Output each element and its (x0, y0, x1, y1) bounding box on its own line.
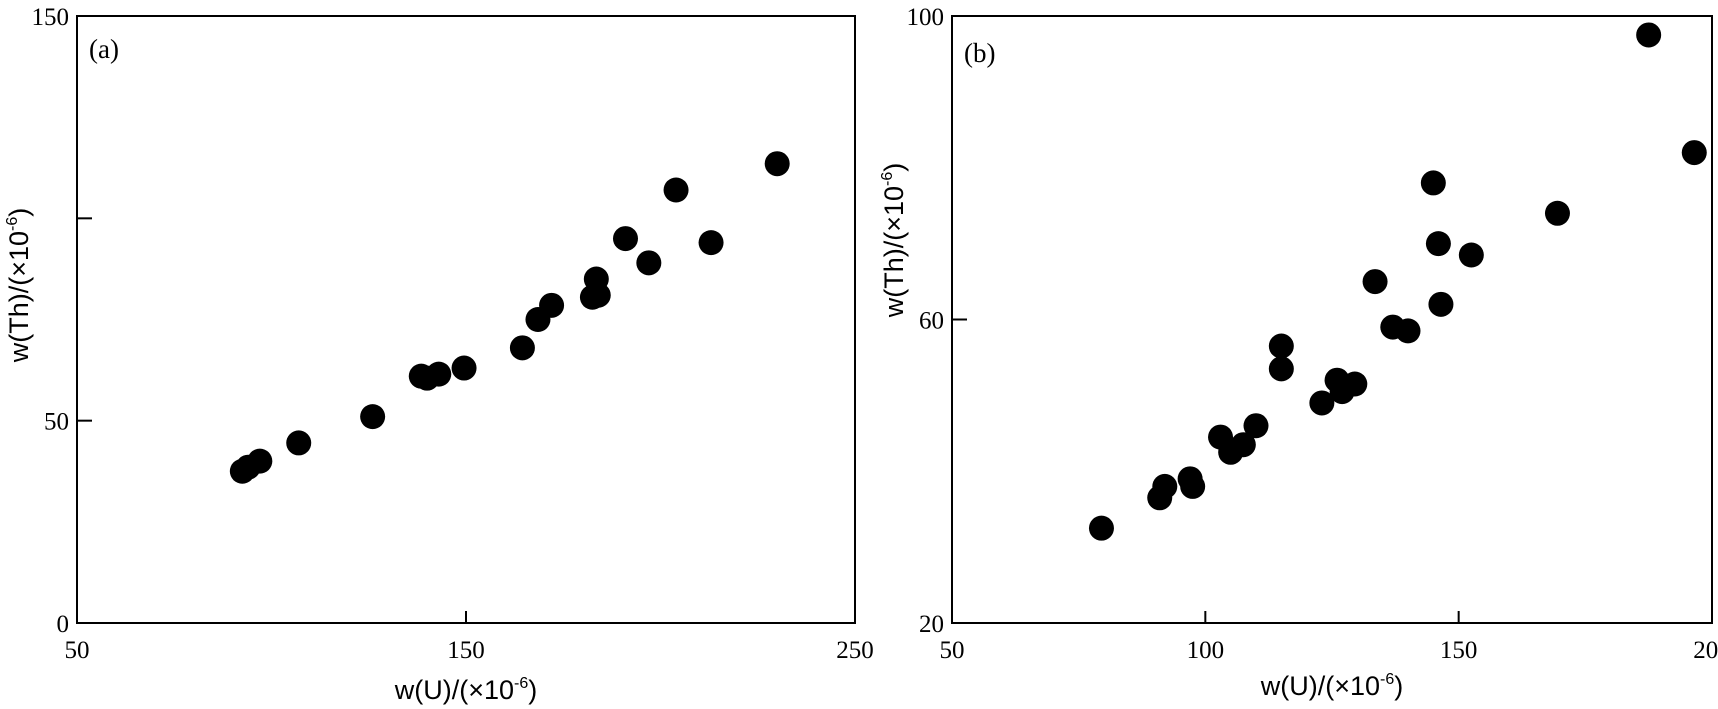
data-point (636, 250, 662, 276)
x-axis-title: w(U)/(×10-6) (1260, 671, 1404, 701)
data-point (612, 226, 638, 252)
x-axis-title-text: w(U)/(×10 (1260, 671, 1380, 701)
data-point (1243, 413, 1269, 439)
data-point (286, 430, 312, 456)
x-tick-label: 250 (836, 637, 874, 664)
data-point (1395, 318, 1421, 344)
x-tick-label: 150 (1440, 637, 1478, 664)
data-point (1180, 473, 1206, 499)
y-tick-label: 20 (919, 611, 944, 638)
x-axis-title-exponent: -6 (514, 675, 528, 692)
data-point (509, 335, 535, 361)
data-point (1425, 231, 1451, 257)
data-point (585, 282, 611, 308)
data-point (1088, 515, 1114, 541)
data-point (1230, 432, 1256, 458)
data-point (764, 151, 790, 177)
data-point (360, 404, 386, 430)
data-point (698, 230, 724, 256)
data-point (1268, 356, 1294, 382)
x-axis-title: w(U)/(×10-6) (394, 675, 538, 705)
x-axis-title-text: w(U)/(×10 (394, 675, 514, 705)
y-tick-label: 150 (32, 4, 70, 31)
data-point (1342, 371, 1368, 397)
panel-label: (b) (964, 38, 995, 68)
y-axis-title-close: ) (879, 163, 909, 172)
data-point (1544, 200, 1570, 226)
panel-a: 50 150 250050150(a)w(U)/(×10-6)w(Th)/(×10-… (4, 4, 874, 705)
x-tick-label: 50 (940, 637, 965, 664)
y-axis-title-exponent: -6 (4, 217, 21, 231)
data-point (247, 448, 273, 474)
x-axis-title-exponent: -6 (1380, 671, 1394, 688)
data-point (1420, 170, 1446, 196)
x-tick-label: 200 (1693, 637, 1718, 664)
plot-frame (76, 15, 856, 624)
data-point (1152, 473, 1178, 499)
panel-b: 501001502002060100(b)w(U)/(×10-6)w(Th)/(… (879, 4, 1718, 701)
data-point (1681, 140, 1707, 166)
data-point (1362, 269, 1388, 295)
plot-frame (951, 15, 1713, 624)
y-axis-title-text: w(Th)/(×10 (4, 231, 34, 363)
panel-label: (a) (89, 34, 119, 64)
x-tick-label: 100 (1187, 637, 1225, 664)
x-tick-label: 50 (65, 637, 90, 664)
y-axis-title: w(Th)/(×10-6) (4, 208, 34, 364)
data-point (1636, 22, 1662, 48)
x-tick-label: 150 (447, 637, 485, 664)
data-point (426, 361, 452, 387)
y-tick-label: 50 (44, 409, 69, 436)
y-tick-label: 60 (919, 308, 944, 335)
y-axis-title: w(Th)/(×10-6) (879, 163, 909, 319)
data-point (1268, 333, 1294, 359)
data-point (1309, 390, 1335, 416)
data-point (1428, 291, 1454, 317)
y-tick-label: 0 (57, 611, 70, 638)
y-tick-label: 100 (907, 4, 945, 31)
data-point (1458, 242, 1484, 268)
data-point (451, 355, 477, 381)
y-axis-title-close: ) (4, 208, 34, 217)
x-axis-title-close: ) (528, 675, 537, 705)
data-point (663, 177, 689, 203)
x-axis-title-close: ) (1394, 671, 1403, 701)
y-axis-title-text: w(Th)/(×10 (879, 186, 909, 318)
data-point (539, 292, 565, 318)
y-axis-title-exponent: -6 (879, 172, 896, 186)
